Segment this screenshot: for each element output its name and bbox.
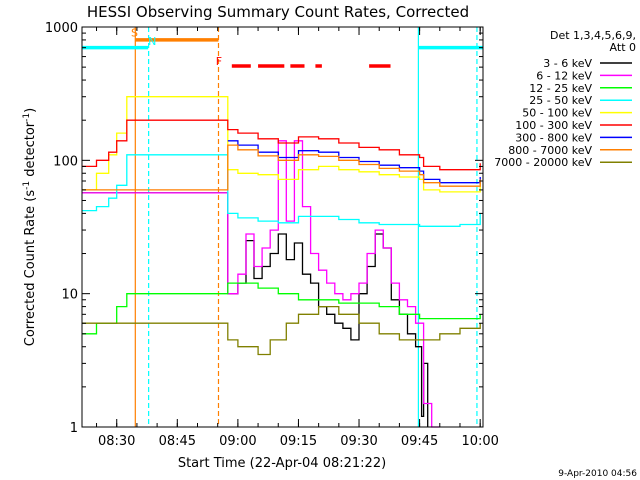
series-line-12-25-kev [82,282,481,335]
legend-label-12-25-kev: 12 - 25 keV [529,82,592,95]
legend-label-3-6-kev: 3 - 6 keV [543,57,592,70]
footer-timestamp: 9-Apr-2010 04:56 [558,469,637,479]
series-line-25-50-kev [82,154,481,227]
status-markers: SN F [131,26,222,67]
axes: 08:30 08:45 09:00 09:15 09:30 09:45 10:00 1 10 10… [45,21,499,449]
legend-label-50-100-kev: 50 - 100 keV [522,107,592,120]
legend-label-6-12-kev: 6 - 12 keV [536,69,592,82]
marker-n: N [148,35,156,48]
y-tick-label-1000: 1000 [45,21,78,36]
x-tick-label-08-45: 08:45 [159,434,196,449]
event-lines [134,27,478,427]
legend-header-detectors: Det 1,3,4,5,6,9, [550,29,636,42]
x-tick-label-10-00: 10:00 [461,434,498,449]
y-tick-label-100: 100 [53,154,78,169]
y-axis-label: Corrected Count Rate (s-1 detector-1) [22,108,38,346]
series-lines [82,96,481,428]
plot-area: SN F [82,26,483,428]
marker-f: F [216,55,222,68]
series-line-800-7000-kev [82,144,481,191]
x-tick-label-09-30: 09:30 [340,434,377,449]
x-tick-label-08-30: 08:30 [98,434,135,449]
y-tick-label-1: 1 [70,421,78,436]
series-line-50-100-kev [82,96,481,193]
legend-label-7000-20000-kev: 7000 - 20000 keV [494,156,592,169]
series-line-100-300-kev [82,119,481,171]
series-line-6-12-kev [82,140,440,428]
series-line-300-800-kev [227,140,481,184]
status-bars [82,38,483,68]
legend-label-25-50-kev: 25 - 50 keV [529,94,592,107]
legend-label-800-7000-kev: 800 - 7000 keV [508,144,592,157]
legend-label-300-800-kev: 300 - 800 keV [515,131,592,144]
x-tick-label-09-15: 09:15 [280,434,317,449]
y-tick-label-10: 10 [61,288,78,303]
legend-label-100-300-kev: 100 - 300 keV [515,119,592,132]
x-axis-label: Start Time (22-Apr-04 08:21:22) [178,456,386,471]
chart-title: HESSI Observing Summary Count Rates, Cor… [87,3,469,21]
x-tick-label-09-45: 09:45 [401,434,438,449]
plot-frame [81,26,484,428]
marker-s: S [131,26,138,39]
legend-header-attenuator: Att 0 [610,41,636,54]
x-tick-label-09-00: 09:00 [219,434,256,449]
series-line-7000-20000-kev [82,305,481,356]
series-line-3-6-kev [82,192,429,427]
